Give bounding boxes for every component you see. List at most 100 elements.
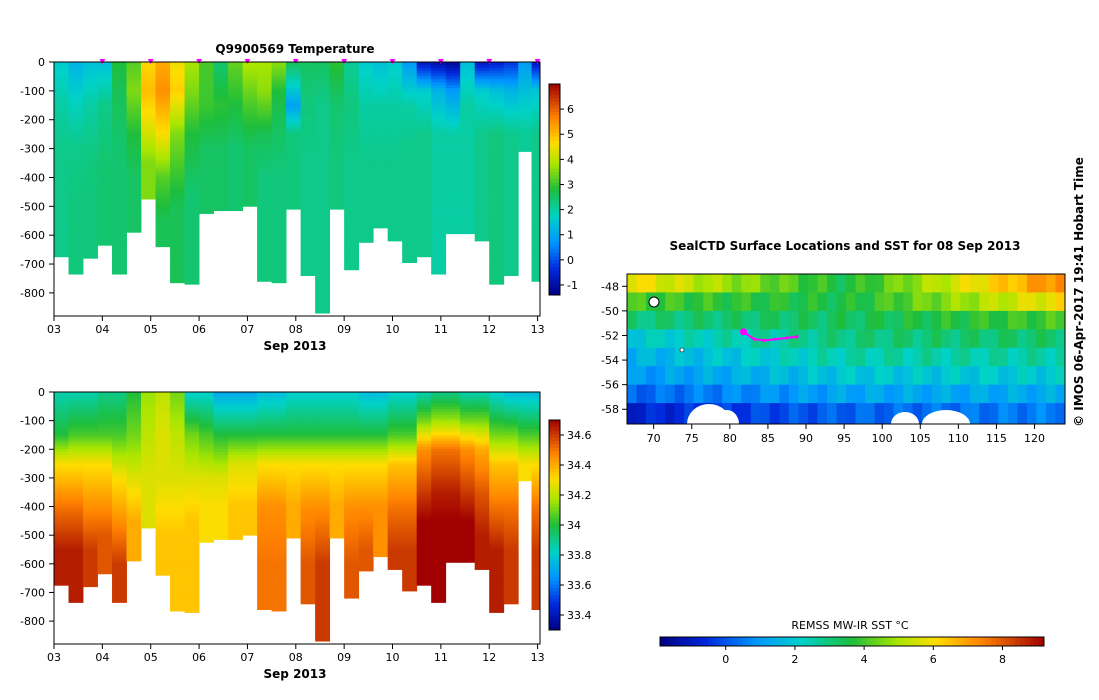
- profile-cell: [503, 535, 519, 539]
- profile-cell: [97, 70, 113, 74]
- profile-cell: [184, 278, 200, 282]
- profile-cell: [257, 206, 273, 210]
- profile-cell: [431, 483, 447, 487]
- profile-cell: [155, 546, 171, 550]
- profile-cell: [228, 160, 243, 164]
- colorbar-swatch: [549, 556, 560, 561]
- profile-cell: [68, 128, 84, 132]
- profile-cell: [242, 446, 258, 450]
- profile-cell: [97, 197, 113, 201]
- sst-cell: [960, 292, 971, 312]
- profile-cell: [315, 255, 331, 259]
- profile-cell: [460, 79, 476, 83]
- colorbar-swatch: [549, 521, 560, 526]
- profile-cell: [97, 90, 113, 95]
- colorbar-swatch: [549, 91, 560, 96]
- profile-cell: [474, 560, 490, 565]
- profile-cell: [387, 113, 403, 118]
- profile-cell: [68, 455, 84, 459]
- profile-cell: [286, 475, 302, 479]
- profile-cell: [503, 472, 519, 476]
- profile-cell: [213, 518, 229, 522]
- profile-cell: [300, 446, 316, 450]
- profile-cell: [431, 512, 447, 516]
- profile-cell: [126, 486, 142, 490]
- profile-cell: [199, 180, 214, 184]
- profile-cell: [416, 62, 432, 66]
- profile-cell: [242, 186, 258, 190]
- profile-cell: [141, 108, 156, 112]
- profile-cell: [286, 483, 302, 487]
- profile-cell: [503, 226, 519, 230]
- profile-cell: [315, 440, 331, 444]
- profile-cell: [184, 197, 200, 201]
- profile-cell: [503, 131, 519, 135]
- profile-cell: [431, 125, 447, 129]
- profile-cell: [445, 480, 461, 485]
- profile-cell: [315, 629, 331, 633]
- profile-cell: [445, 558, 461, 562]
- profile-cell: [387, 434, 403, 439]
- profile-cell: [474, 217, 490, 222]
- profile-cell: [460, 90, 476, 95]
- sst-cell: [1017, 366, 1028, 386]
- profile-cell: [474, 197, 490, 201]
- sst-cell: [731, 274, 742, 293]
- profile-cell: [68, 417, 84, 422]
- profile-cell: [431, 578, 447, 582]
- profile-cell: [184, 154, 200, 158]
- profile-cell: [402, 171, 418, 175]
- profile-cell: [373, 70, 389, 74]
- profile-cell: [257, 87, 273, 92]
- profile-cell: [431, 489, 447, 493]
- profile-cell: [286, 443, 302, 447]
- profile-cell: [474, 423, 490, 427]
- profile-cell: [242, 128, 258, 132]
- profile-cell: [228, 183, 243, 187]
- profile-cell: [402, 122, 418, 126]
- profile-cell: [431, 457, 447, 462]
- profile-cell: [474, 509, 490, 513]
- profile-cell: [112, 229, 127, 233]
- profile-cell: [83, 397, 98, 401]
- profile-cell: [531, 165, 541, 170]
- profile-cell: [474, 540, 490, 545]
- sst-cell: [884, 329, 895, 349]
- profile-cell: [155, 543, 171, 548]
- profile-cell: [271, 197, 287, 201]
- profile-cell: [54, 189, 69, 193]
- profile-cell: [460, 122, 476, 126]
- profile-cell: [315, 606, 331, 611]
- profile-cell: [531, 581, 541, 585]
- profile-cell: [489, 566, 505, 570]
- profile-cell: [184, 238, 200, 242]
- profile-cell: [126, 457, 142, 462]
- profile-cell: [170, 70, 185, 74]
- colorbar-tick-label: 34.4: [567, 459, 592, 472]
- profile-cell: [286, 486, 302, 490]
- profile-cell: [344, 583, 360, 588]
- profile-cell: [155, 426, 171, 430]
- profile-cell: [83, 157, 98, 161]
- profile-cell: [68, 82, 84, 86]
- profile-cell: [344, 108, 360, 112]
- profile-cell: [431, 183, 447, 187]
- profile-cell: [184, 523, 200, 527]
- profile-cell: [242, 455, 258, 459]
- profile-cell: [83, 105, 98, 109]
- profile-cell: [329, 90, 345, 95]
- profile-cell: [155, 111, 171, 115]
- sst-cell: [874, 329, 885, 349]
- profile-cell: [184, 417, 200, 422]
- profile-cell: [184, 246, 200, 251]
- profile-cell: [531, 177, 541, 181]
- profile-cell: [474, 400, 490, 404]
- profile-cell: [242, 500, 258, 505]
- profile-cell: [531, 102, 541, 106]
- profile-cell: [170, 500, 185, 505]
- profile-cell: [518, 85, 532, 89]
- profile-cell: [213, 495, 229, 499]
- profile-cell: [68, 189, 84, 193]
- profile-cell: [474, 165, 490, 170]
- profile-cell: [300, 472, 316, 476]
